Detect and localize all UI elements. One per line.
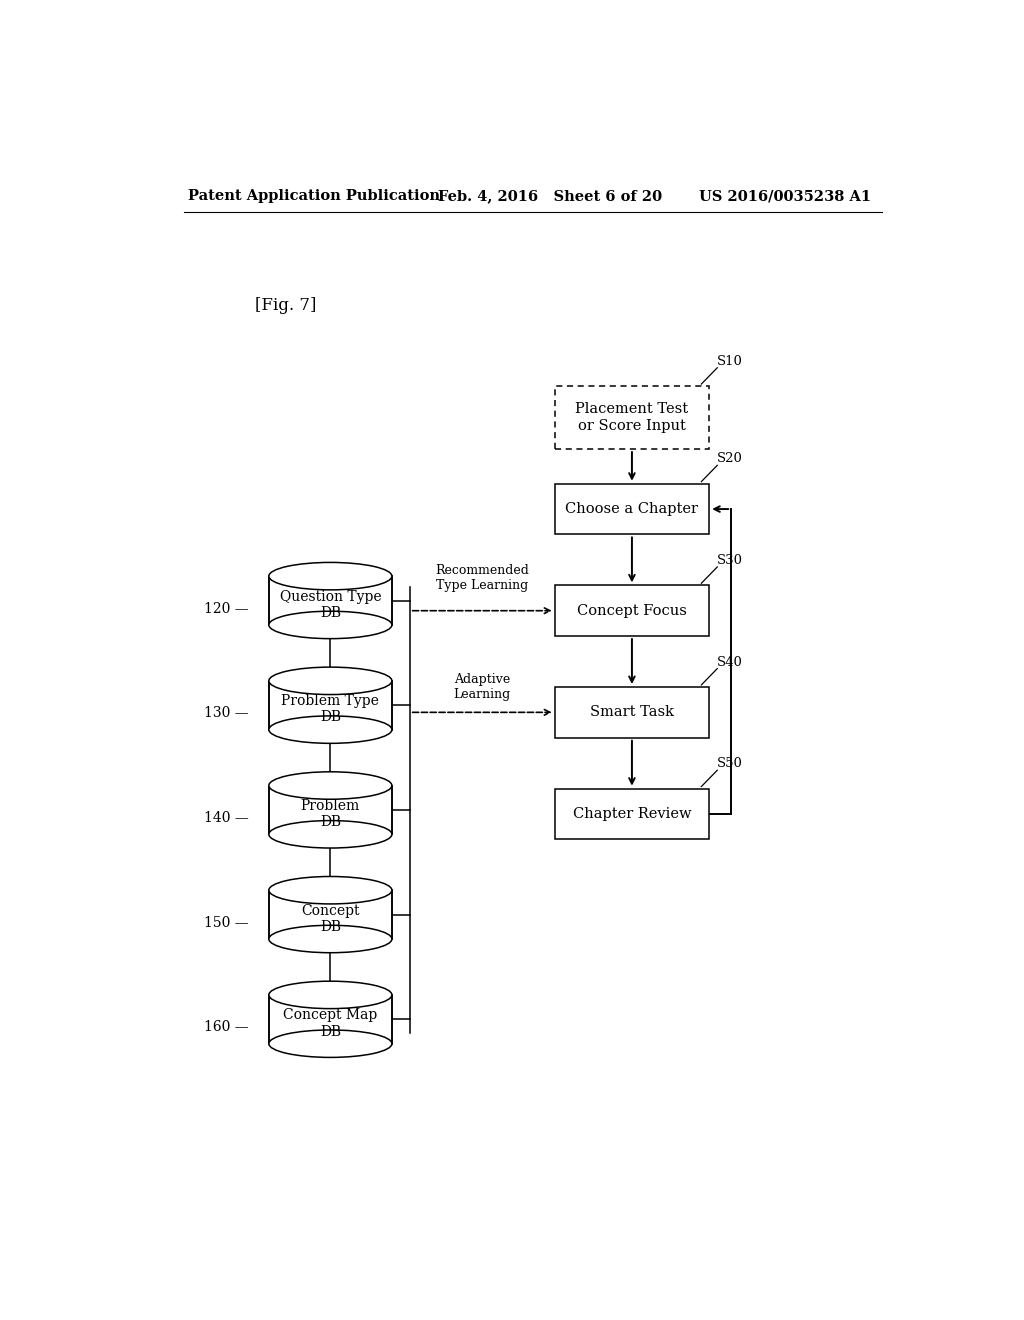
- Text: Adaptive
Learning: Adaptive Learning: [454, 673, 511, 701]
- Bar: [269, 785, 392, 834]
- Text: Concept Map
DB: Concept Map DB: [284, 1008, 378, 1039]
- Bar: [269, 890, 392, 939]
- Text: Question Type
DB: Question Type DB: [280, 590, 381, 620]
- Text: Problem
DB: Problem DB: [301, 799, 360, 829]
- Ellipse shape: [269, 876, 392, 904]
- Text: 160 —: 160 —: [205, 1020, 249, 1035]
- Text: S10: S10: [717, 355, 743, 368]
- Bar: [555, 585, 710, 636]
- Text: 150 —: 150 —: [205, 916, 249, 929]
- Text: Choose a Chapter: Choose a Chapter: [565, 502, 698, 516]
- Ellipse shape: [269, 981, 392, 1008]
- Ellipse shape: [269, 1030, 392, 1057]
- Bar: [555, 385, 710, 449]
- Bar: [555, 483, 710, 535]
- Ellipse shape: [269, 611, 392, 639]
- Ellipse shape: [269, 772, 392, 799]
- Text: Placement Test
or Score Input: Placement Test or Score Input: [575, 403, 688, 433]
- Ellipse shape: [269, 925, 392, 953]
- Text: Concept
DB: Concept DB: [301, 904, 359, 933]
- Text: Patent Application Publication: Patent Application Publication: [187, 189, 439, 203]
- Text: US 2016/0035238 A1: US 2016/0035238 A1: [699, 189, 871, 203]
- Text: 130 —: 130 —: [205, 706, 249, 721]
- Text: S40: S40: [717, 656, 743, 669]
- Text: 140 —: 140 —: [204, 810, 249, 825]
- Bar: [269, 681, 392, 730]
- Bar: [555, 788, 710, 840]
- Text: S30: S30: [717, 554, 743, 568]
- Text: Recommended
Type Learning: Recommended Type Learning: [435, 564, 529, 593]
- Text: Problem Type
DB: Problem Type DB: [282, 694, 379, 725]
- Bar: [555, 686, 710, 738]
- Text: 120 —: 120 —: [205, 602, 249, 615]
- Text: S50: S50: [717, 758, 743, 771]
- Ellipse shape: [269, 562, 392, 590]
- Text: S20: S20: [717, 453, 743, 466]
- Text: Feb. 4, 2016   Sheet 6 of 20: Feb. 4, 2016 Sheet 6 of 20: [437, 189, 662, 203]
- Bar: [269, 995, 392, 1044]
- Text: [Fig. 7]: [Fig. 7]: [255, 297, 316, 314]
- Text: Chapter Review: Chapter Review: [572, 807, 691, 821]
- Bar: [269, 576, 392, 624]
- Ellipse shape: [269, 667, 392, 694]
- Text: Smart Task: Smart Task: [590, 705, 674, 719]
- Text: Concept Focus: Concept Focus: [577, 603, 687, 618]
- Ellipse shape: [269, 821, 392, 847]
- Ellipse shape: [269, 715, 392, 743]
